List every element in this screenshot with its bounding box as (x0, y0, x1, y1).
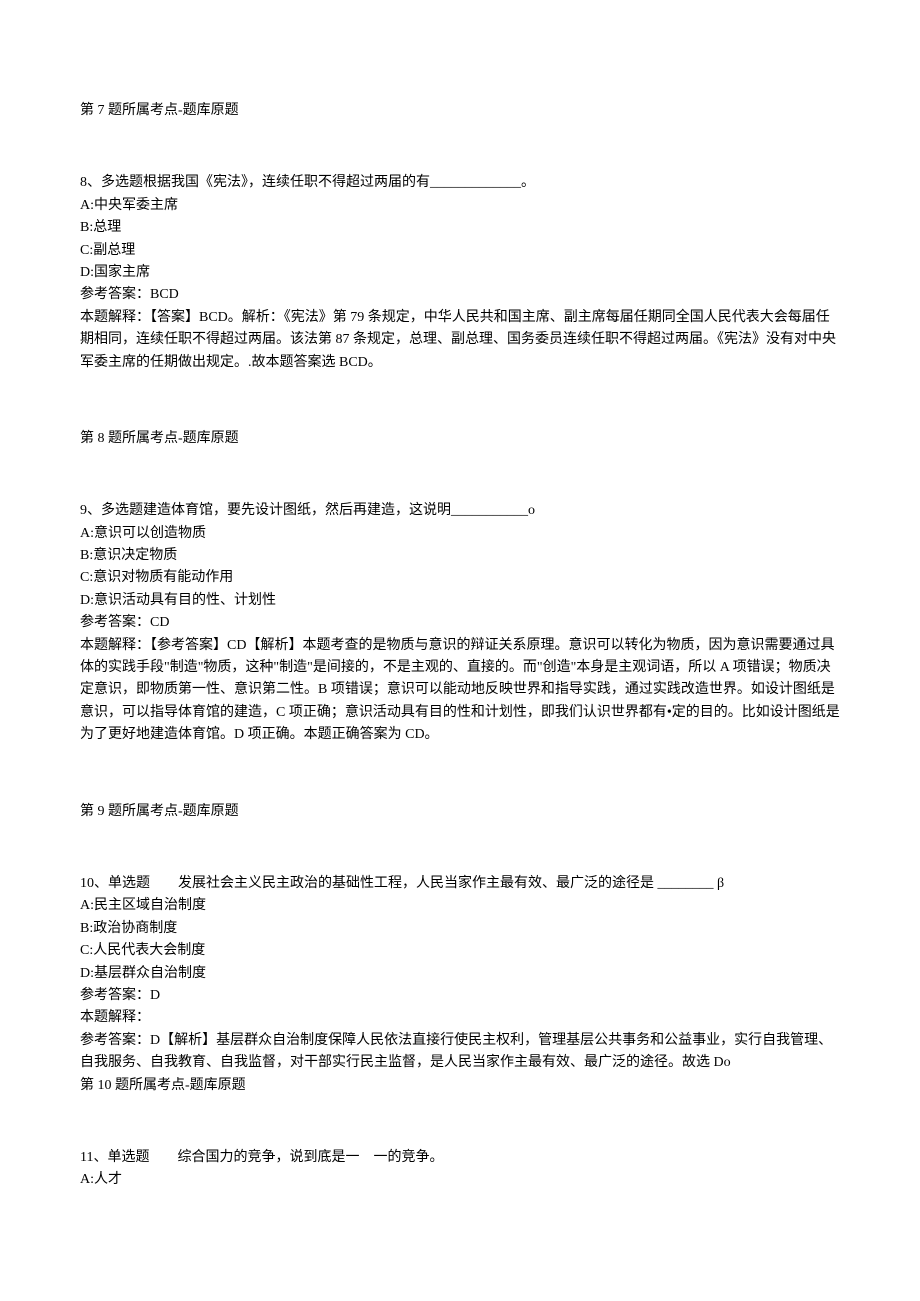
q9-option-b: B:意识决定物质 (80, 545, 840, 567)
q10-option-a: A:民主区域自治制度 (80, 895, 840, 917)
q11-option-a: A:人才 (80, 1169, 840, 1191)
q7-reference: 第 7 题所属考点-题库原题 (80, 100, 840, 122)
q10-reference: 第 10 题所属考点-题库原题 (80, 1075, 840, 1097)
q10-answer: 参考答案：D (80, 985, 840, 1007)
q8-question-blank: _____________。 (430, 175, 535, 190)
q9-explanation: 本题解释：【参考答案】CD【解析】本题考查的是物质与意识的辩证关系原理。意识可以… (80, 635, 840, 747)
q9-question-blank: ___________o (451, 503, 535, 518)
q8-option-b: B:总理 (80, 217, 840, 239)
q10-question-blank: ________ β (658, 876, 725, 891)
q8-option-a: A:中央军委主席 (80, 195, 840, 217)
q10-explanation-label: 本题解释： (80, 1007, 840, 1029)
q9-option-c: C:意识对物质有能动作用 (80, 567, 840, 589)
q10-option-b: B:政治协商制度 (80, 918, 840, 940)
q9-question-text: 9、多选题建造体育馆，要先设计图纸，然后再建造，这说明___________o (80, 500, 840, 522)
q9-option-a: A:意识可以创造物质 (80, 523, 840, 545)
question-10: 10、单选题 发展社会主义民主政治的基础性工程，人民当家作主最有效、最广泛的途径… (80, 873, 840, 1097)
q10-question-prefix: 10、单选题 发展社会主义民主政治的基础性工程，人民当家作主最有效、最广泛的途径… (80, 876, 658, 891)
q11-question-text: 11、单选题 综合国力的竞争，说到底是一 一的竞争。 (80, 1147, 840, 1169)
q8-answer: 参考答案：BCD (80, 284, 840, 306)
q9-reference: 第 9 题所属考点-题库原题 (80, 801, 840, 823)
question-8: 8、多选题根据我国《宪法》，连续任职不得超过两届的有_____________。… (80, 172, 840, 374)
q10-option-c: C:人民代表大会制度 (80, 940, 840, 962)
q8-option-d: D:国家主席 (80, 262, 840, 284)
q10-option-d: D:基层群众自治制度 (80, 963, 840, 985)
q10-explanation: 参考答案：D【解析】基层群众自治制度保障人民依法直接行使民主权利，管理基层公共事… (80, 1030, 840, 1075)
q9-question-prefix: 9、多选题建造体育馆，要先设计图纸，然后再建造，这说明 (80, 503, 451, 518)
q8-option-c: C:副总理 (80, 240, 840, 262)
q9-answer: 参考答案：CD (80, 612, 840, 634)
q10-question-text: 10、单选题 发展社会主义民主政治的基础性工程，人民当家作主最有效、最广泛的途径… (80, 873, 840, 895)
q8-reference: 第 8 题所属考点-题库原题 (80, 428, 840, 450)
question-9: 9、多选题建造体育馆，要先设计图纸，然后再建造，这说明___________o … (80, 500, 840, 746)
q8-explanation: 本题解释：【答案】BCD。解析：《宪法》第 79 条规定，中华人民共和国主席、副… (80, 307, 840, 374)
question-11: 11、单选题 综合国力的竞争，说到底是一 一的竞争。 A:人才 (80, 1147, 840, 1192)
q8-question-text: 8、多选题根据我国《宪法》，连续任职不得超过两届的有_____________。 (80, 172, 840, 194)
q9-option-d: D:意识活动具有目的性、计划性 (80, 590, 840, 612)
q8-question-prefix: 8、多选题根据我国《宪法》，连续任职不得超过两届的有 (80, 175, 430, 190)
